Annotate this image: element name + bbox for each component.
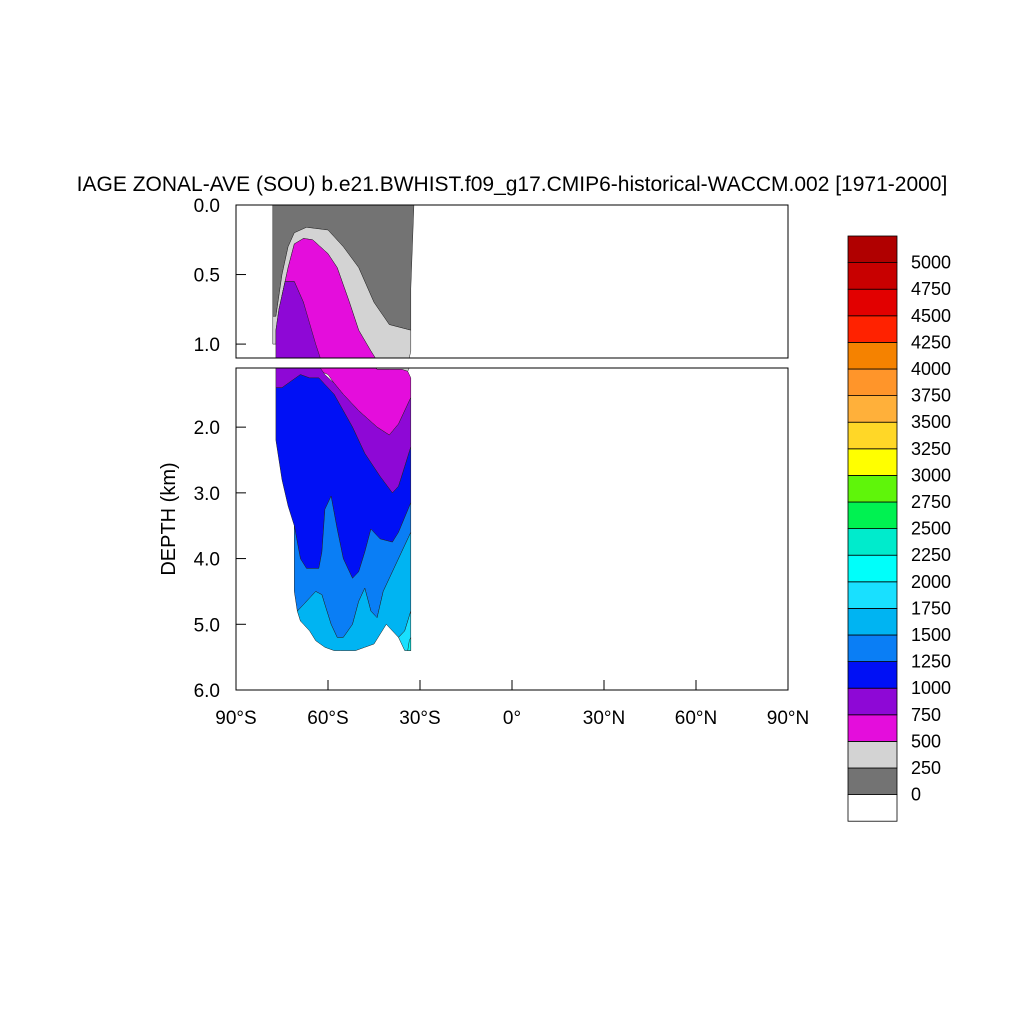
- colorbar-swatch: [847, 421, 898, 450]
- y-tick-label: 5.0: [194, 615, 220, 636]
- contour-band-750-1000-upper: [275, 281, 321, 358]
- colorbar-swatch: [847, 368, 898, 397]
- colorbar-swatch: [847, 581, 898, 609]
- colorbar-label: 5000: [911, 253, 951, 273]
- x-tick-label: 30°S: [399, 708, 440, 729]
- colorbar-swatch: [847, 661, 898, 689]
- contour-band-1750-2000-upper: [399, 873, 411, 957]
- colorbar-label: 1000: [911, 678, 951, 698]
- colorbar-swatch: [847, 501, 898, 530]
- contour-band-500-750-lower: [314, 368, 412, 436]
- colorbar-swatch: [847, 341, 898, 370]
- lower-depth-panel: 2.0 3.0 4.0 5.0 6.0 90°S 60°S 30°S 0° 30°N 60°N 90…: [194, 367, 809, 729]
- colorbar-label: 4750: [911, 279, 951, 299]
- colorbar-label: 3750: [911, 386, 951, 406]
- x-tick-label: 60°N: [675, 708, 717, 729]
- colorbar-swatch: [847, 714, 898, 742]
- x-tick-label: 0°: [503, 708, 521, 729]
- colorbar-swatch: [847, 474, 898, 503]
- x-tick-label: 90°N: [767, 708, 809, 729]
- colorbar-label: 2750: [911, 492, 951, 512]
- y-axis-label: DEPTH (km): [158, 462, 180, 575]
- colorbar-swatch: [847, 767, 898, 796]
- colorbar-label: 1500: [911, 625, 951, 645]
- colorbar-swatch: [847, 554, 898, 583]
- colorbar-swatch: [847, 608, 898, 636]
- contour-band-2000-2250-lower: [407, 637, 412, 651]
- colorbar-label: 4250: [911, 332, 951, 352]
- colorbar-swatch: [847, 448, 898, 476]
- upper-depth-panel: 0.0 0.5 1.0: [194, 196, 789, 957]
- colorbar-swatch: [847, 262, 898, 290]
- y-tick-label: 1.0: [194, 335, 220, 356]
- contour-band-1250-1500-upper: [294, 629, 411, 928]
- x-tick-label: 30°N: [583, 708, 625, 729]
- x-tick-label: 60°S: [307, 708, 348, 729]
- y-tick-label: 0.5: [194, 266, 220, 287]
- colorbar-label: 3250: [911, 439, 951, 459]
- colorbar: 5000475045004250400037503500325030002750…: [847, 235, 951, 822]
- colorbar-label: 2250: [911, 545, 951, 565]
- colorbar-label: 1750: [911, 598, 951, 618]
- y-tick-label: 6.0: [194, 681, 220, 702]
- upper-panel-frame: [235, 204, 789, 359]
- chart-title: IAGE ZONAL-AVE (SOU) b.e21.BWHIST.f09_g1…: [77, 173, 948, 196]
- colorbar-swatch: [847, 528, 898, 556]
- colorbar-label: 1250: [911, 652, 951, 672]
- colorbar-label: 4000: [911, 359, 951, 379]
- colorbar-label: 3500: [911, 412, 951, 432]
- colorbar-swatch: [847, 634, 898, 663]
- colorbar-swatch: [847, 315, 898, 343]
- y-tick-label: 2.0: [194, 418, 220, 439]
- colorbar-label: 250: [911, 758, 941, 778]
- colorbar-label: 4500: [911, 306, 951, 326]
- colorbar-swatch: [847, 794, 898, 822]
- contour-band-1500-1750-lower: [297, 532, 412, 651]
- colorbar-label: 2000: [911, 572, 951, 592]
- colorbar-label: 500: [911, 731, 941, 751]
- colorbar-swatch: [847, 395, 898, 423]
- contour-band-2000-2250-upper: [408, 928, 411, 956]
- colorbar-swatch: [847, 741, 898, 769]
- x-tick-label: 90°S: [215, 708, 256, 729]
- y-tick-label: 3.0: [194, 484, 220, 505]
- contour-band-1500-1750-upper: [297, 706, 411, 956]
- y-tick-label: 4.0: [194, 550, 220, 571]
- colorbar-label: 0: [911, 785, 921, 805]
- colorbar-swatch: [847, 687, 898, 716]
- colorbar-swatch: [847, 235, 898, 264]
- colorbar-label: 2500: [911, 519, 951, 539]
- y-tick-label: 0.0: [194, 196, 220, 217]
- colorbar-label: 750: [911, 705, 941, 725]
- colorbar-label: 3000: [911, 465, 951, 485]
- colorbar-swatch: [847, 288, 898, 317]
